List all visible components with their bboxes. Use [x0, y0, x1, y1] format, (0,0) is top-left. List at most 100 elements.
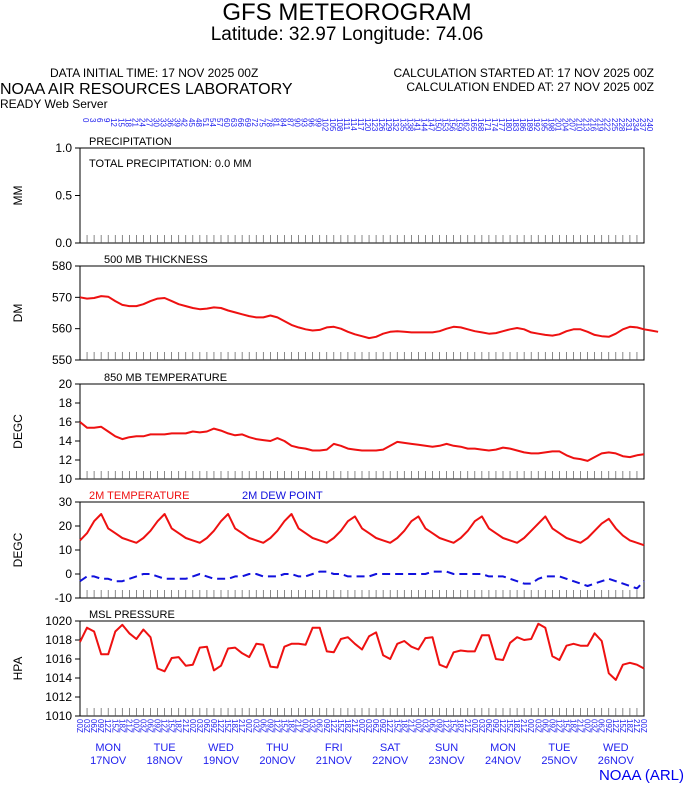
forecast-hour-label: 225: [610, 118, 619, 132]
forecast-hour-label: 63: [229, 118, 238, 127]
forecast-hour-label: 93: [300, 118, 309, 127]
y-tick-label: 18: [59, 396, 73, 410]
utc-time-label: 12Z: [160, 719, 169, 733]
forecast-hour-label: 156: [448, 118, 457, 132]
utc-time-label: 12Z: [554, 719, 563, 733]
day-of-week-label: MON: [490, 742, 516, 754]
day-date-label: 17NOV: [90, 755, 127, 767]
forecast-hour-label: 129: [384, 118, 393, 132]
forecast-hour-label: 135: [398, 118, 407, 132]
utc-time-label: 09Z: [435, 719, 444, 733]
forecast-hour-label: 198: [546, 118, 555, 132]
utc-time-label: 06Z: [202, 719, 211, 733]
utc-time-label: 21Z: [406, 719, 415, 733]
forecast-hour-label: 18: [123, 118, 132, 127]
series-line: [79, 622, 645, 681]
series-line: [79, 421, 645, 462]
forecast-hour-label: 66: [236, 118, 245, 127]
utc-time-label: 09Z: [153, 719, 162, 733]
forecast-hour-label: 123: [370, 118, 379, 132]
forecast-hour-label: 210: [575, 118, 584, 132]
forecast-hour-label: 6: [95, 118, 104, 123]
forecast-hour-label: 21: [130, 118, 139, 127]
forecast-hour-label: 24: [137, 118, 146, 127]
credit-link[interactable]: NOAA (ARL): [598, 767, 684, 784]
day-date-label: 24NOV: [485, 755, 522, 767]
forecast-hour-label: 138: [405, 118, 414, 132]
laboratory-name: NOAA AIR RESOURCES LABORATORY: [0, 81, 293, 98]
forecast-hour-label: 237: [638, 118, 647, 132]
utc-time-label: 12Z: [385, 719, 394, 733]
utc-time-label: 21Z: [237, 719, 246, 733]
utc-time-label: 09Z: [547, 719, 556, 733]
y-tick-label: 580: [52, 259, 72, 273]
utc-time-label: 09Z: [209, 719, 218, 733]
location-subtitle: Latitude: 32.97 Longitude: 74.06: [210, 24, 484, 45]
utc-time-label: 15Z: [223, 719, 232, 733]
forecast-hour-label: 102: [321, 118, 330, 132]
utc-time-label: 00Z: [413, 719, 422, 733]
day-of-week-label: WED: [603, 742, 629, 754]
utc-time-label: 09Z: [491, 719, 500, 733]
forecast-hour-label: 141: [412, 118, 421, 132]
utc-time-label: 06Z: [540, 719, 549, 733]
y-tick-label: 30: [59, 495, 73, 509]
y-tick-label: 0.5: [55, 189, 72, 203]
forecast-hour-label: 60: [222, 118, 231, 127]
forecast-hour-label: 126: [377, 118, 386, 132]
y-tick-label: 14: [59, 434, 73, 448]
panel-annotation: 850 MB TEMPERATURE: [104, 372, 227, 384]
forecast-hour-label: 150: [434, 118, 443, 132]
forecast-hour-label: 39: [173, 118, 182, 127]
utc-time-label: 18Z: [174, 719, 183, 733]
utc-time-label: 15Z: [618, 719, 627, 733]
utc-time-label: 00Z: [583, 719, 592, 733]
utc-time-label: 03Z: [364, 719, 373, 733]
forecast-hour-label: 51: [201, 118, 210, 127]
utc-time-label: 18Z: [512, 719, 521, 733]
day-date-label: 22NOV: [372, 755, 409, 767]
utc-time-label: 15Z: [392, 719, 401, 733]
dew-point-line: [79, 570, 645, 590]
forecast-hour-label: 189: [525, 118, 534, 132]
utc-time-label: 06Z: [258, 719, 267, 733]
series-line: [79, 513, 645, 547]
panel-annotation: 2M TEMPERATURE: [89, 490, 189, 502]
forecast-hour-label: 132: [391, 118, 400, 132]
y-tick-label: 20: [59, 519, 73, 533]
utc-time-label: 00Z: [75, 719, 84, 733]
utc-time-label: 21Z: [463, 719, 472, 733]
forecast-hour-label: 48: [194, 118, 203, 127]
utc-time-label: 12Z: [216, 719, 225, 733]
day-of-week-label: THU: [266, 742, 289, 754]
utc-time-label: 21Z: [576, 719, 585, 733]
utc-time-label: 18Z: [625, 719, 634, 733]
utc-time-label: 06Z: [315, 719, 324, 733]
forecast-hour-label: 36: [166, 118, 175, 127]
utc-time-label: 09Z: [96, 719, 105, 733]
utc-time-label: 15Z: [167, 719, 176, 733]
day-date-label: 20NOV: [259, 755, 296, 767]
day-of-week-label: SAT: [380, 742, 401, 754]
y-tick-label: 1010: [45, 709, 72, 723]
utc-time-label: 12Z: [103, 719, 112, 733]
panel-frame: [79, 620, 645, 717]
forecast-hour-label: 228: [617, 118, 626, 132]
forecast-hour-label: 72: [250, 118, 259, 127]
day-of-week-label: WED: [208, 742, 234, 754]
utc-time-label: 00Z: [244, 719, 253, 733]
forecast-hour-label: 192: [532, 118, 541, 132]
utc-time-label: 18Z: [287, 719, 296, 733]
forecast-hour-label: 171: [483, 118, 492, 132]
y-tick-label: 0.0: [55, 236, 72, 250]
day-of-week-label: MON: [95, 742, 121, 754]
page-title: GFS METEOROGRAM: [222, 0, 472, 26]
utc-time-label: 00Z: [131, 719, 140, 733]
calculation-ended: CALCULATION ENDED AT: 27 NOV 2025 00Z: [406, 80, 654, 94]
y-tick-label: 20: [59, 377, 73, 391]
forecast-hour-label: 180: [504, 118, 513, 132]
y-tick-label: 570: [52, 290, 72, 304]
utc-time-label: 21Z: [350, 719, 359, 733]
forecast-hour-label: 177: [497, 118, 506, 132]
utc-time-label: 03Z: [195, 719, 204, 733]
